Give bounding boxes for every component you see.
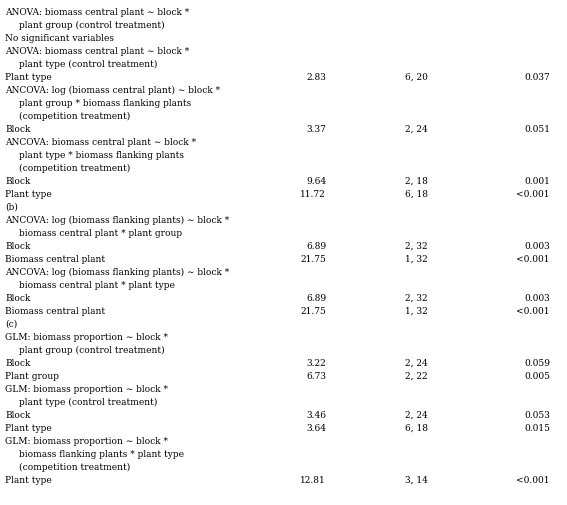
Text: 3.64: 3.64 (306, 424, 326, 433)
Text: 6, 20: 6, 20 (405, 73, 428, 82)
Text: 6.89: 6.89 (306, 294, 326, 303)
Text: biomass central plant * plant group: biomass central plant * plant group (19, 229, 182, 238)
Text: 2, 18: 2, 18 (405, 177, 428, 186)
Text: 2.83: 2.83 (306, 73, 326, 82)
Text: (c): (c) (5, 320, 17, 329)
Text: 0.003: 0.003 (524, 242, 550, 251)
Text: Plant type: Plant type (5, 476, 52, 485)
Text: Plant type: Plant type (5, 73, 52, 82)
Text: 2, 24: 2, 24 (405, 125, 428, 134)
Text: 3, 14: 3, 14 (405, 476, 428, 485)
Text: 0.003: 0.003 (524, 294, 550, 303)
Text: 0.053: 0.053 (524, 411, 550, 420)
Text: Block: Block (5, 411, 31, 420)
Text: 0.001: 0.001 (524, 177, 550, 186)
Text: GLM: biomass proportion ∼ block *: GLM: biomass proportion ∼ block * (5, 385, 168, 394)
Text: plant type (control treatment): plant type (control treatment) (19, 398, 158, 407)
Text: Block: Block (5, 125, 31, 134)
Text: ANCOVA: biomass central plant ∼ block *: ANCOVA: biomass central plant ∼ block * (5, 138, 196, 147)
Text: 0.005: 0.005 (524, 372, 550, 381)
Text: Plant type: Plant type (5, 190, 52, 199)
Text: <0.001: <0.001 (517, 476, 550, 485)
Text: 6.73: 6.73 (306, 372, 326, 381)
Text: (competition treatment): (competition treatment) (19, 112, 130, 121)
Text: plant group (control treatment): plant group (control treatment) (19, 21, 164, 30)
Text: Biomass central plant: Biomass central plant (5, 255, 105, 264)
Text: biomass central plant * plant type: biomass central plant * plant type (19, 281, 175, 290)
Text: 0.037: 0.037 (524, 73, 550, 82)
Text: Block: Block (5, 359, 31, 368)
Text: 12.81: 12.81 (301, 476, 326, 485)
Text: Block: Block (5, 177, 31, 186)
Text: 2, 24: 2, 24 (405, 359, 428, 368)
Text: ANCOVA: log (biomass central plant) ∼ block *: ANCOVA: log (biomass central plant) ∼ bl… (5, 86, 220, 95)
Text: (b): (b) (5, 203, 18, 212)
Text: plant type (control treatment): plant type (control treatment) (19, 60, 158, 69)
Text: plant group (control treatment): plant group (control treatment) (19, 346, 164, 355)
Text: Block: Block (5, 294, 31, 303)
Text: 1, 32: 1, 32 (405, 255, 428, 264)
Text: <0.001: <0.001 (517, 190, 550, 199)
Text: (competition treatment): (competition treatment) (19, 164, 130, 173)
Text: GLM: biomass proportion ∼ block *: GLM: biomass proportion ∼ block * (5, 333, 168, 342)
Text: 3.46: 3.46 (306, 411, 326, 420)
Text: ANOVA: biomass central plant ∼ block *: ANOVA: biomass central plant ∼ block * (5, 47, 189, 56)
Text: 0.059: 0.059 (524, 359, 550, 368)
Text: Block: Block (5, 242, 31, 251)
Text: 2, 22: 2, 22 (405, 372, 428, 381)
Text: Plant type: Plant type (5, 424, 52, 433)
Text: plant type * biomass flanking plants: plant type * biomass flanking plants (19, 151, 184, 160)
Text: ANCOVA: log (biomass flanking plants) ∼ block *: ANCOVA: log (biomass flanking plants) ∼ … (5, 216, 229, 225)
Text: 21.75: 21.75 (300, 255, 326, 264)
Text: 21.75: 21.75 (300, 307, 326, 316)
Text: 1, 32: 1, 32 (405, 307, 428, 316)
Text: 6, 18: 6, 18 (405, 190, 428, 199)
Text: (competition treatment): (competition treatment) (19, 463, 130, 472)
Text: <0.001: <0.001 (517, 255, 550, 264)
Text: 3.37: 3.37 (306, 125, 326, 134)
Text: 9.64: 9.64 (306, 177, 326, 186)
Text: 2, 24: 2, 24 (405, 411, 428, 420)
Text: ANOVA: biomass central plant ∼ block *: ANOVA: biomass central plant ∼ block * (5, 8, 189, 17)
Text: plant group * biomass flanking plants: plant group * biomass flanking plants (19, 99, 191, 108)
Text: 6, 18: 6, 18 (405, 424, 428, 433)
Text: GLM: biomass proportion ∼ block *: GLM: biomass proportion ∼ block * (5, 437, 168, 446)
Text: 0.051: 0.051 (524, 125, 550, 134)
Text: <0.001: <0.001 (517, 307, 550, 316)
Text: 3.22: 3.22 (306, 359, 326, 368)
Text: 2, 32: 2, 32 (405, 242, 428, 251)
Text: 6.89: 6.89 (306, 242, 326, 251)
Text: No significant variables: No significant variables (5, 34, 114, 43)
Text: 2, 32: 2, 32 (405, 294, 428, 303)
Text: Plant group: Plant group (5, 372, 59, 381)
Text: ANCOVA: log (biomass flanking plants) ∼ block *: ANCOVA: log (biomass flanking plants) ∼ … (5, 268, 229, 277)
Text: Biomass central plant: Biomass central plant (5, 307, 105, 316)
Text: 0.015: 0.015 (524, 424, 550, 433)
Text: 11.72: 11.72 (301, 190, 326, 199)
Text: biomass flanking plants * plant type: biomass flanking plants * plant type (19, 450, 184, 459)
